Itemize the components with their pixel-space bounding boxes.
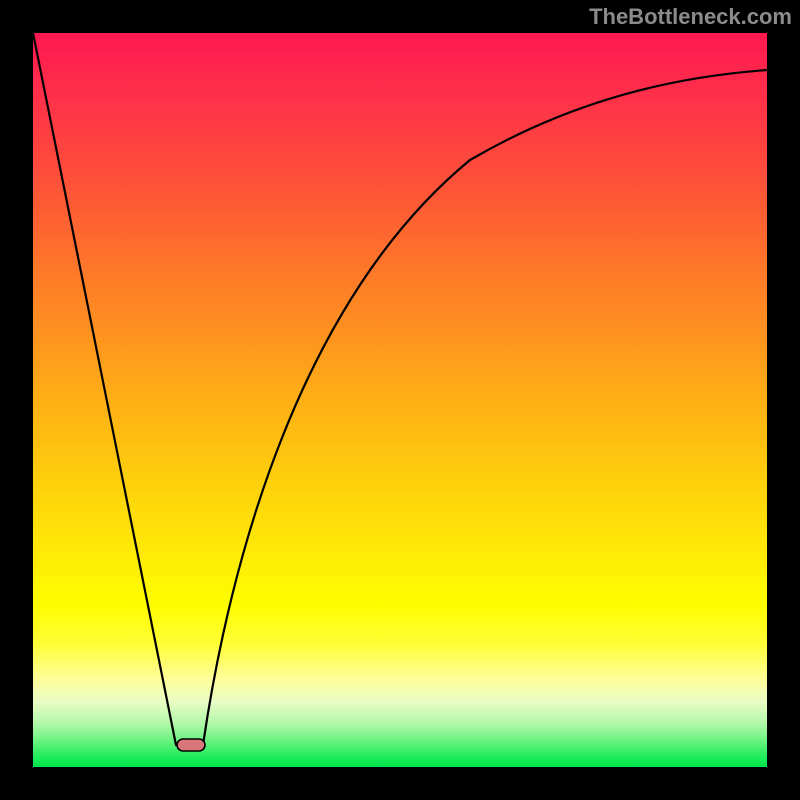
chart-frame: TheBottleneck.com bbox=[0, 0, 800, 800]
watermark-text: TheBottleneck.com bbox=[589, 4, 792, 30]
optimal-marker bbox=[177, 739, 205, 751]
plot-area bbox=[33, 33, 767, 767]
chart-svg bbox=[0, 0, 800, 800]
